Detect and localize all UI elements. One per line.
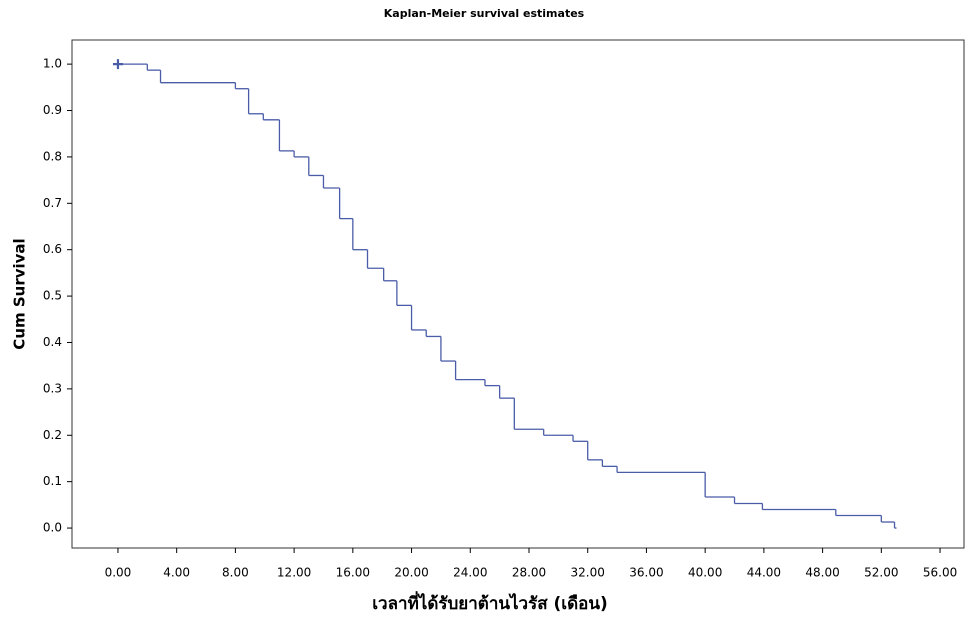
- x-tick-label: 0.00: [105, 566, 132, 580]
- x-tick-label: 4.00: [163, 566, 190, 580]
- x-tick-label: 28.00: [512, 566, 546, 580]
- y-tick-label: 0.9: [43, 103, 62, 117]
- x-axis-title: เวลาที่ได้รับยาต้านไวรัส (เดือน): [372, 591, 608, 614]
- x-tick-label: 40.00: [688, 566, 722, 580]
- x-tick-label: 36.00: [629, 566, 663, 580]
- y-tick-label: 0.0: [43, 521, 62, 535]
- x-tick-label: 32.00: [571, 566, 605, 580]
- y-tick-label: 0.3: [43, 381, 62, 395]
- x-tick-label: 48.00: [805, 566, 839, 580]
- y-tick-label: 1.0: [43, 57, 62, 71]
- x-tick-label: 12.00: [277, 566, 311, 580]
- x-tick-label: 56.00: [923, 566, 957, 580]
- y-tick-label: 0.7: [43, 196, 62, 210]
- chart: Kaplan-Meier survival estimates เวลาที่ไ…: [0, 0, 965, 619]
- y-tick-label: 0.5: [43, 289, 62, 303]
- x-tick-label: 44.00: [747, 566, 781, 580]
- x-tick-label: 16.00: [336, 566, 370, 580]
- background: [0, 0, 965, 619]
- y-tick-label: 0.6: [43, 242, 62, 256]
- x-tick-label: 52.00: [864, 566, 898, 580]
- x-tick-label: 8.00: [222, 566, 249, 580]
- y-tick-label: 0.2: [43, 428, 62, 442]
- y-tick-label: 0.4: [43, 335, 62, 349]
- chart-title: Kaplan-Meier survival estimates: [384, 7, 585, 20]
- x-tick-label: 24.00: [453, 566, 487, 580]
- y-axis-title: Cum Survival: [11, 238, 29, 349]
- y-tick-label: 0.8: [43, 149, 62, 163]
- y-tick-label: 0.1: [43, 474, 62, 488]
- x-tick-label: 20.00: [394, 566, 428, 580]
